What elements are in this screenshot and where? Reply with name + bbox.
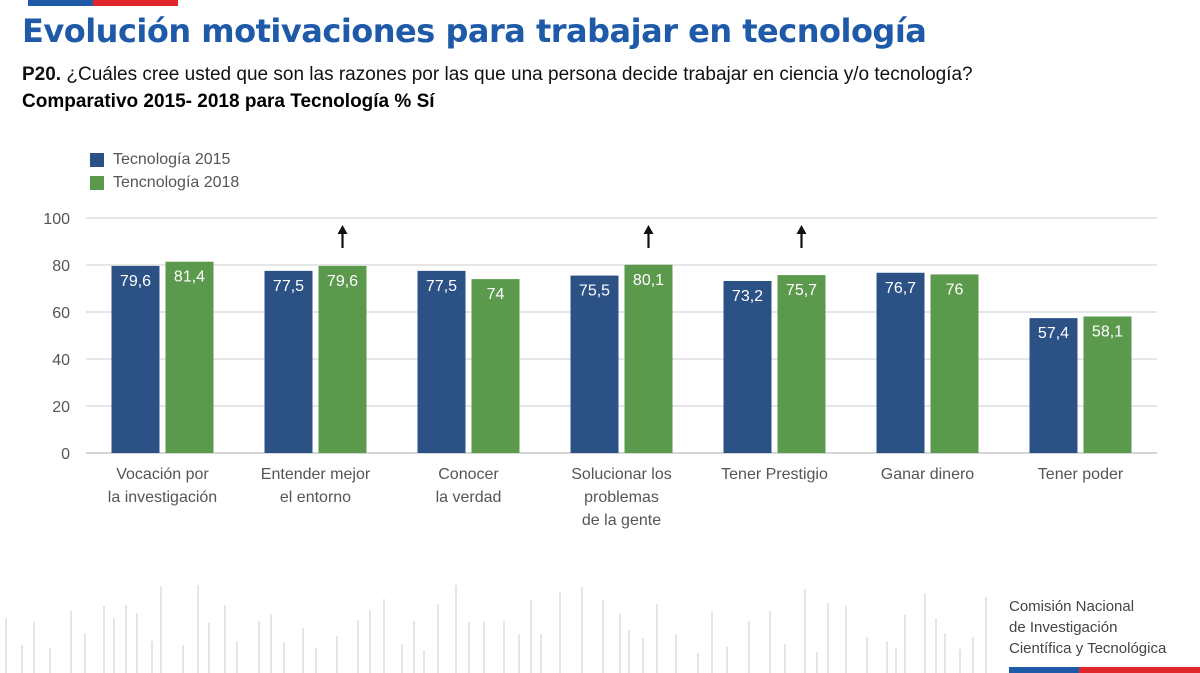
x-tick-label: Tener poder (1038, 466, 1124, 483)
org-line: Científica y Tecnológica (1009, 640, 1167, 657)
legend-label-2015: Tecnología 2015 (113, 150, 231, 168)
data-label: 77,5 (273, 278, 304, 295)
x-tick-label: Conocer la verdad (436, 466, 502, 506)
bar-2015 (723, 280, 772, 453)
data-label: 74 (487, 286, 505, 303)
data-label: 75,7 (786, 282, 817, 299)
legend-swatch-2015 (90, 152, 104, 167)
data-label: 79,6 (327, 273, 358, 290)
question-code: P20. (22, 64, 62, 85)
x-tick-label: Vocación por la investigación (108, 466, 217, 506)
bar-2018 (930, 274, 979, 453)
y-tick-label: 20 (52, 399, 70, 416)
bar-2015 (876, 272, 925, 453)
bar-2015 (417, 270, 466, 453)
chart-subtitle: Comparativo 2015- 2018 para Tecnología %… (22, 91, 435, 112)
bar-2015 (264, 270, 313, 453)
y-tick-label: 100 (43, 211, 70, 228)
brand-color-bar (28, 0, 178, 6)
legend-item-2015: Tecnología 2015 (90, 148, 239, 171)
up-arrow-icon (337, 225, 348, 234)
y-tick-label: 0 (61, 446, 70, 463)
page-title: Evolución motivaciones para trabajar en … (22, 12, 927, 50)
org-line: Comisión Nacional (1009, 598, 1135, 615)
org-line: de Investigación (1009, 619, 1118, 636)
data-label: 77,5 (426, 278, 457, 295)
data-label: 76,7 (885, 280, 916, 297)
up-arrow-icon (796, 225, 807, 234)
x-tick-label: Tener Prestigio (721, 466, 828, 483)
bar-2018 (1083, 316, 1132, 453)
y-tick-label: 80 (52, 258, 70, 275)
data-label: 58,1 (1092, 323, 1123, 340)
bar-2015 (570, 275, 619, 453)
bar-2018 (624, 264, 673, 453)
bar-2018 (165, 261, 214, 453)
data-label: 75,5 (579, 283, 610, 300)
data-label: 57,4 (1038, 325, 1069, 342)
question-text: ¿Cuáles cree usted que son las razones p… (61, 64, 973, 85)
question-line: P20. ¿Cuáles cree usted que son las razo… (22, 64, 973, 86)
data-label: 79,6 (120, 273, 151, 290)
legend-label-2018: Tencnología 2018 (113, 173, 240, 191)
org-bar-red (1079, 667, 1200, 673)
data-label: 76 (946, 281, 964, 298)
bar-2018 (318, 265, 367, 453)
data-label: 73,2 (732, 288, 763, 305)
up-arrow-icon (643, 225, 654, 234)
x-tick-label: Entender mejor el entorno (261, 466, 371, 506)
org-bar-blue (1009, 667, 1079, 673)
brand-bar-red (93, 0, 178, 6)
legend-swatch-2018 (90, 175, 104, 190)
x-tick-label: Solucionar los problemas de la gente (571, 466, 672, 529)
bar-2018 (777, 275, 826, 453)
bar-2015 (1029, 318, 1078, 453)
brand-bar-blue (28, 0, 93, 6)
x-tick-label: Ganar dinero (881, 466, 974, 483)
legend-item-2018: Tencnología 2018 (90, 171, 239, 194)
org-name: Comisión Nacional de Investigación Cient… (1009, 596, 1166, 659)
chart-legend: Tecnología 2015 Tencnología 2018 (90, 148, 239, 194)
bar-2015 (111, 265, 160, 453)
data-label: 80,1 (633, 272, 664, 289)
data-label: 81,4 (174, 269, 205, 286)
bar-2018 (471, 279, 520, 453)
y-tick-label: 40 (52, 352, 70, 369)
org-color-bar (1009, 667, 1200, 673)
decorative-lines-pattern (5, 585, 987, 673)
y-tick-label: 60 (52, 305, 70, 322)
bar-chart: 0 20 40 60 80 100 79,6 81,4 Vocación por la inves… (43, 211, 1157, 529)
